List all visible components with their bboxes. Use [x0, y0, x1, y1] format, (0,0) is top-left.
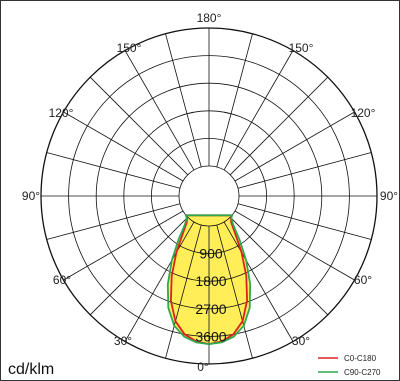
- angle-label: 30°: [292, 334, 310, 348]
- polar-grid: [40, 27, 378, 365]
- angle-label: 60°: [53, 273, 71, 287]
- grid-spoke: [237, 203, 372, 240]
- ring-value-label: 3600: [195, 328, 226, 344]
- grid-spoke: [63, 210, 184, 281]
- grid-spoke: [216, 224, 253, 359]
- grid-spoke: [234, 210, 355, 281]
- grid-spoke: [223, 50, 294, 171]
- angle-label: 30°: [114, 334, 132, 348]
- grid-spoke: [124, 221, 195, 342]
- grid-spoke: [165, 224, 202, 359]
- grid-spoke: [234, 111, 355, 182]
- c90-c270-curve: [166, 214, 252, 346]
- legend: C0-C180 C90-C270: [318, 354, 381, 377]
- label-layer: 180° 150° 150° 120° 120° 90° 90° 60° 60° 30° 30° 0°…: [22, 11, 398, 374]
- grid-spoke: [223, 221, 294, 342]
- angle-label: 90°: [22, 189, 40, 203]
- legend-label-c90: C90-C270: [344, 368, 381, 377]
- grid-spoke: [237, 152, 372, 189]
- ring-value-label: 900: [199, 246, 223, 262]
- grid-spoke: [229, 216, 329, 316]
- angle-label: 90°: [380, 189, 398, 203]
- grid-spoke: [46, 203, 181, 240]
- grid-spoke: [63, 111, 184, 182]
- angle-label: 150°: [117, 41, 142, 55]
- grid-spoke: [89, 216, 189, 316]
- angle-label: 60°: [354, 273, 372, 287]
- angle-label: 0°: [197, 360, 209, 374]
- grid-spoke: [46, 152, 181, 189]
- series-layer: [166, 214, 252, 346]
- ring-value-label: 1800: [195, 273, 226, 289]
- angle-label: 120°: [351, 106, 376, 120]
- unit-label: cd/klm: [8, 361, 54, 378]
- angle-label: 180°: [197, 11, 222, 25]
- angle-label: 120°: [49, 106, 74, 120]
- legend-label-c0: C0-C180: [344, 354, 377, 363]
- grid-spoke: [124, 50, 195, 171]
- ring-value-label: 2700: [195, 301, 226, 317]
- grid-spoke: [229, 76, 329, 176]
- grid-spoke: [89, 76, 189, 176]
- grid-spoke: [216, 33, 253, 168]
- angle-label: 150°: [289, 41, 314, 55]
- grid-spoke: [165, 33, 202, 168]
